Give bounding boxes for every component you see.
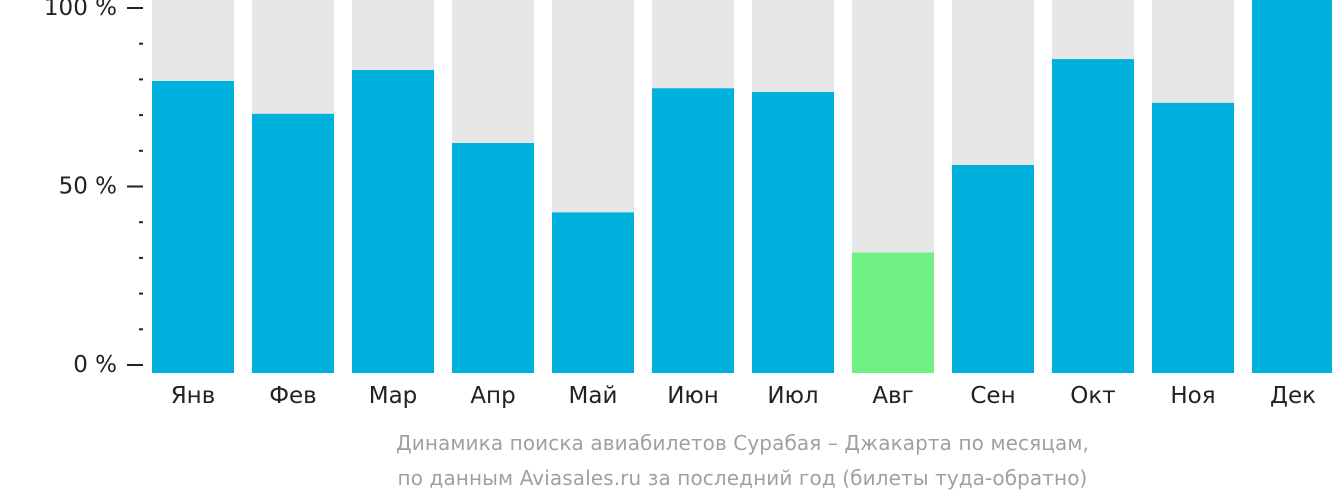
- x-tick-label: Окт: [1070, 383, 1115, 409]
- bar-group: [752, 0, 834, 373]
- bar-chart: 100 % 50 % 0 % Янв Фев Мар Апр Май Июн Июл Авг Сен…: [44, 0, 1332, 409]
- bar-group: [152, 0, 234, 373]
- x-axis-labels: Янв Фев Мар Апр Май Июн Июл Авг Сен Окт Ноя Дек: [171, 383, 1316, 409]
- bar-group: [1252, 0, 1332, 373]
- bar-group: [1152, 0, 1234, 374]
- bar: [1252, 0, 1332, 373]
- x-tick-label: Июл: [767, 383, 818, 409]
- bar: [1152, 102, 1234, 374]
- y-tick-label: 50 %: [59, 174, 117, 200]
- x-tick-label: Апр: [470, 383, 515, 409]
- x-tick-label: Сен: [970, 383, 1015, 409]
- x-tick-label: Май: [569, 383, 618, 409]
- bar-group: [452, 0, 534, 373]
- bar: [252, 113, 334, 373]
- x-tick-label: Июн: [667, 383, 719, 409]
- bar: [352, 70, 434, 374]
- bars: [152, 0, 1332, 374]
- x-tick-label: Дек: [1270, 383, 1316, 409]
- chart-caption-line-1: Динамика поиска авиабилетов Сурабая – Дж…: [396, 431, 1089, 455]
- chart-caption-line-2: по данным Aviasales.ru за последний год …: [397, 466, 1088, 490]
- bar: [752, 91, 834, 373]
- bar: [152, 81, 234, 373]
- bar-group: [252, 0, 334, 373]
- x-tick-label: Янв: [171, 383, 216, 409]
- y-tick-label: 100 %: [44, 0, 117, 21]
- bar: [852, 252, 934, 373]
- x-tick-label: Ноя: [1170, 383, 1215, 409]
- bar: [552, 212, 634, 373]
- x-tick-label: Мар: [369, 383, 418, 409]
- bar-group: [352, 0, 434, 374]
- bar: [652, 88, 734, 374]
- y-tick-label: 0 %: [73, 352, 117, 378]
- bar-group: [652, 0, 734, 374]
- bar: [1052, 59, 1134, 373]
- x-tick-label: Фев: [269, 383, 317, 409]
- bar: [452, 143, 534, 373]
- bar-group: [1052, 0, 1134, 373]
- y-axis: 100 % 50 % 0 %: [44, 0, 143, 378]
- bar-group: [952, 0, 1034, 373]
- bar: [952, 164, 1034, 373]
- x-tick-label: Авг: [872, 383, 913, 409]
- bar-group: [552, 0, 634, 373]
- bar-group: [852, 0, 934, 373]
